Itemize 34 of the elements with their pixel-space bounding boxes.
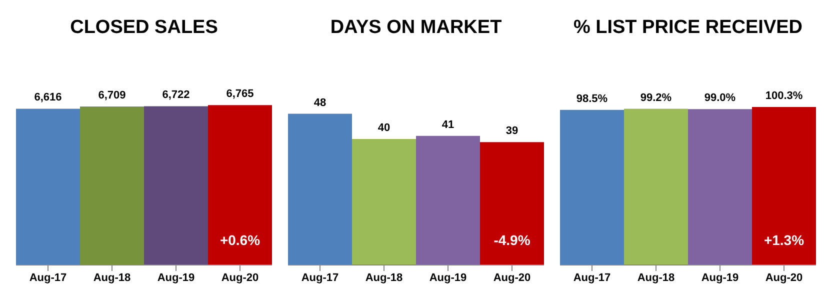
x-tick-label: Aug-20 xyxy=(765,272,803,284)
chart-title: % LIST PRICE RECEIVED xyxy=(572,16,804,40)
chart-title: DAYS ON MARKET xyxy=(329,16,503,40)
data-label: 6,722 xyxy=(162,89,190,102)
data-label: 100.3% xyxy=(765,90,803,102)
data-label: 39 xyxy=(506,125,518,138)
x-tick-label: Aug-19 xyxy=(157,272,195,284)
x-tick-label: Aug-18 xyxy=(365,272,403,284)
x-tick-label: Aug-19 xyxy=(429,272,467,284)
bar xyxy=(288,114,352,265)
annotation: +1.3% xyxy=(762,232,806,248)
data-label: 6,709 xyxy=(98,90,126,102)
data-label: 41 xyxy=(442,118,454,131)
annotation: -4.9% xyxy=(492,232,532,248)
data-label: 40 xyxy=(378,122,390,134)
x-tick-label: Aug-17 xyxy=(301,272,339,284)
x-tick-label: Aug-19 xyxy=(701,272,739,284)
x-tick-label: Aug-17 xyxy=(29,272,67,284)
data-label: 98.5% xyxy=(576,92,608,105)
bar xyxy=(352,139,416,265)
data-label: 6,616 xyxy=(34,92,62,104)
data-label: 99.2% xyxy=(640,92,672,104)
data-label: 99.0% xyxy=(704,92,736,104)
bar xyxy=(480,142,544,265)
data-label: 6,765 xyxy=(226,88,254,100)
data-label: 48 xyxy=(314,96,326,109)
x-tick-label: Aug-17 xyxy=(573,272,611,284)
bar xyxy=(416,136,480,265)
x-tick-label: Aug-18 xyxy=(637,272,675,284)
x-tick-label: Aug-20 xyxy=(493,272,531,284)
x-tick-label: Aug-18 xyxy=(93,272,131,284)
chart-title: CLOSED SALES xyxy=(69,16,219,40)
annotation: +0.6% xyxy=(218,232,262,248)
x-tick-label: Aug-20 xyxy=(221,272,259,284)
